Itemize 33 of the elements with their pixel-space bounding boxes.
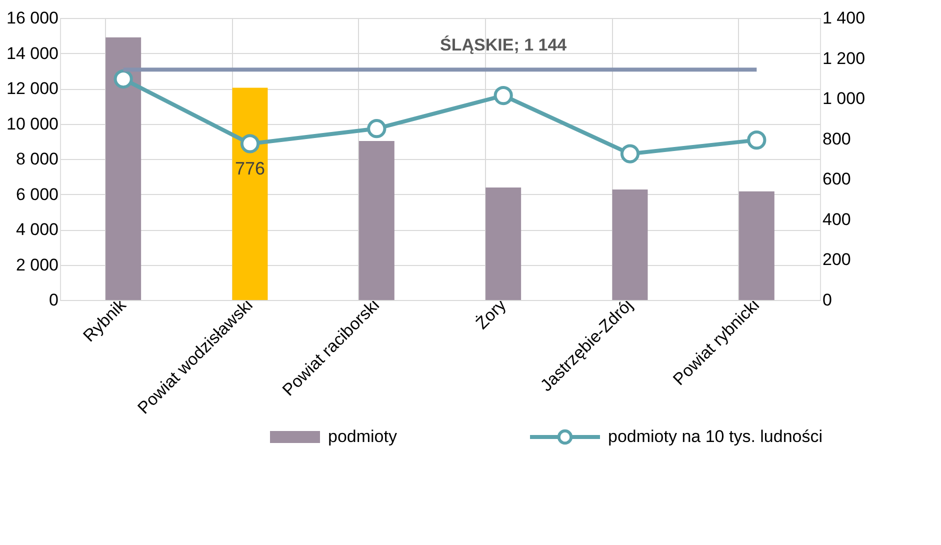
y-tick-label: 12 000 bbox=[6, 79, 58, 98]
data-label: 776 bbox=[234, 158, 266, 179]
y-tick-label: 2 000 bbox=[16, 255, 58, 274]
bar bbox=[106, 37, 142, 300]
point bbox=[367, 119, 386, 138]
bar bbox=[486, 188, 522, 300]
point bbox=[240, 134, 260, 154]
point bbox=[494, 86, 513, 106]
bar bbox=[612, 189, 648, 300]
y-tick-label: 16 000 bbox=[6, 8, 58, 28]
point bbox=[747, 130, 766, 150]
point bbox=[620, 144, 640, 164]
y-tick-label: 0 bbox=[49, 290, 58, 310]
bar bbox=[232, 88, 268, 300]
point bbox=[114, 69, 133, 89]
ref-line-label: ŚLĄSKIE; 1 144 bbox=[440, 34, 568, 55]
y2-tick-label: 800 bbox=[822, 129, 851, 148]
y2-tick-label: 1 000 bbox=[822, 89, 866, 108]
bar bbox=[738, 191, 774, 300]
y2-tick-label: 200 bbox=[822, 250, 851, 270]
y-tick-label: 8 000 bbox=[16, 150, 58, 168]
legend-label: podmioty na 10 tys. ludności bbox=[608, 427, 823, 446]
legend-label: podmioty bbox=[328, 427, 398, 446]
y2-tick-label: 0 bbox=[822, 290, 832, 310]
y-tick-label: 6 000 bbox=[16, 184, 58, 204]
y2-tick-label: 600 bbox=[822, 170, 851, 189]
bar bbox=[358, 141, 394, 300]
y2-tick-label: 400 bbox=[822, 210, 851, 229]
y2-tick-label: 1 200 bbox=[822, 48, 866, 68]
y-tick-label: 4 000 bbox=[16, 220, 58, 239]
y2-tick-label: 1 400 bbox=[822, 8, 866, 28]
y-tick-label: 14 000 bbox=[6, 44, 58, 63]
y-tick-label: 10 000 bbox=[6, 114, 58, 134]
